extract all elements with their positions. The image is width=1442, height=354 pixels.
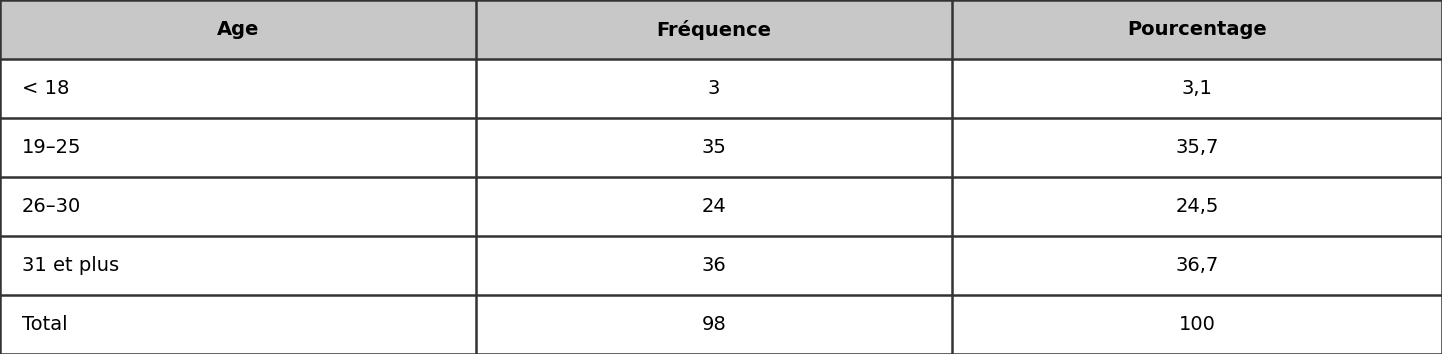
Text: Total: Total — [22, 315, 68, 334]
Text: 36,7: 36,7 — [1175, 256, 1218, 275]
Bar — [0, 177, 476, 236]
Bar — [952, 295, 1442, 354]
Bar — [0, 295, 476, 354]
Bar — [476, 177, 952, 236]
Bar — [0, 59, 476, 118]
Bar — [952, 177, 1442, 236]
Text: Pourcentage: Pourcentage — [1128, 20, 1266, 39]
Bar — [952, 0, 1442, 59]
Text: 35: 35 — [701, 138, 727, 157]
Bar — [476, 236, 952, 295]
Text: 31 et plus: 31 et plus — [22, 256, 118, 275]
Bar — [952, 118, 1442, 177]
Text: 36: 36 — [701, 256, 727, 275]
Text: Fréquence: Fréquence — [656, 19, 771, 40]
Bar — [0, 236, 476, 295]
Text: 24: 24 — [701, 197, 727, 216]
Bar — [476, 118, 952, 177]
Text: < 18: < 18 — [22, 79, 69, 98]
Text: 3: 3 — [708, 79, 720, 98]
Bar — [476, 59, 952, 118]
Bar — [952, 59, 1442, 118]
Text: 24,5: 24,5 — [1175, 197, 1218, 216]
Bar — [0, 0, 476, 59]
Text: 3,1: 3,1 — [1181, 79, 1213, 98]
Bar — [0, 118, 476, 177]
Text: 35,7: 35,7 — [1175, 138, 1218, 157]
Text: 100: 100 — [1178, 315, 1216, 334]
Text: Age: Age — [216, 20, 260, 39]
Text: 19–25: 19–25 — [22, 138, 81, 157]
Bar — [476, 0, 952, 59]
Text: 98: 98 — [701, 315, 727, 334]
Text: 26–30: 26–30 — [22, 197, 81, 216]
Bar — [476, 295, 952, 354]
Bar — [952, 236, 1442, 295]
